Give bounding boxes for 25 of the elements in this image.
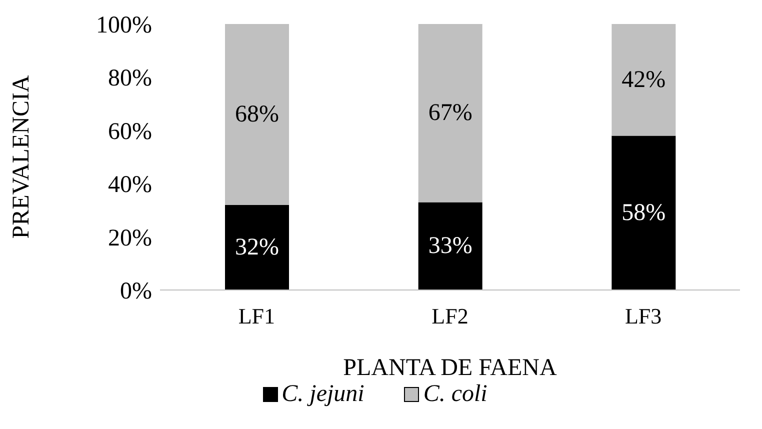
data-label: 33%	[428, 233, 472, 260]
data-label: 68%	[235, 101, 279, 128]
bar	[612, 24, 676, 136]
bar	[225, 204, 289, 290]
x-tick-label: LF3	[624, 304, 662, 329]
x-tick-label: LF1	[238, 304, 276, 329]
bar	[225, 24, 289, 205]
legend-label: C. jejuni	[280, 381, 364, 408]
data-label: 32%	[235, 234, 279, 260]
x-axis-title: PLANTA DE FAENA	[343, 355, 558, 381]
data-label: 67%	[428, 100, 472, 126]
bar	[612, 136, 676, 290]
y-tick-label: 40%	[108, 172, 152, 198]
data-label: 58%	[622, 200, 666, 226]
y-tick-label: 20%	[108, 225, 152, 252]
x-tick-label: LF2	[432, 304, 468, 329]
bar	[418, 202, 482, 290]
y-tick-label: 100%	[96, 12, 152, 39]
data-label: 42%	[622, 66, 666, 93]
y-axis-title: PREVALENCIA	[8, 74, 35, 239]
y-tick-label: 0%	[120, 278, 152, 305]
y-tick-label: 80%	[108, 66, 152, 92]
bar	[418, 24, 482, 202]
y-tick-label: 60%	[108, 118, 152, 145]
legend-label: C. coli	[422, 381, 488, 408]
